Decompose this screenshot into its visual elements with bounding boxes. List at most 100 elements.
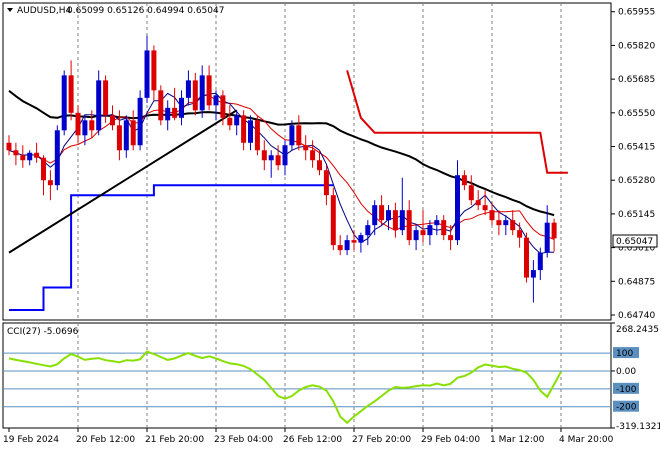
- candle: [116, 110, 122, 161]
- chart-menu-triangle-icon[interactable]: [7, 8, 13, 12]
- candle-body: [172, 107, 178, 118]
- candle-body: [151, 50, 157, 91]
- candle: [379, 195, 385, 226]
- candle-body: [372, 205, 378, 226]
- candle: [227, 105, 233, 131]
- time-axis: 19 Feb 2024 20 Feb 12:00 21 Feb 20:00 23 Fe…: [3, 428, 614, 445]
- ohlc-readout: 0.65099 0.65126 0.64994 0.65047: [67, 6, 224, 16]
- candle-body: [199, 75, 205, 111]
- candle-body: [165, 107, 171, 121]
- candle: [323, 165, 329, 206]
- candle-body: [537, 252, 543, 271]
- price-panel-frame: [2, 2, 612, 321]
- candle: [192, 72, 198, 116]
- candle: [103, 75, 109, 123]
- candle: [351, 230, 357, 251]
- candle-body: [482, 205, 488, 211]
- cci-tick-label: 0.00: [616, 367, 636, 377]
- candle-body: [441, 220, 447, 236]
- candle: [248, 115, 253, 151]
- candle-body: [296, 125, 302, 146]
- candle-body: [41, 157, 46, 181]
- candle: [427, 220, 433, 246]
- candle: [413, 225, 419, 251]
- candle: [144, 35, 150, 103]
- cci-level-lines: [3, 323, 611, 428]
- candle: [96, 70, 102, 136]
- candle-body: [475, 200, 481, 206]
- candle-body: [75, 112, 81, 136]
- candle: [510, 210, 516, 236]
- candle: [151, 45, 157, 101]
- price-tick-label: 0.64875: [618, 277, 655, 287]
- time-tick-label: 27 Feb 20:00: [352, 435, 411, 445]
- candle-body: [234, 115, 240, 126]
- cci-series: [8, 350, 562, 425]
- price-tick-label: 0.65955: [618, 8, 655, 18]
- support-stop-line: [9, 184, 334, 312]
- trendline: [8, 109, 238, 254]
- candle: [489, 202, 495, 226]
- price-tick-label: 0.65685: [618, 75, 655, 85]
- candle: [68, 60, 74, 121]
- candle: [6, 135, 12, 156]
- candle: [130, 110, 136, 151]
- candle-body: [220, 95, 226, 118]
- candle-body: [20, 155, 26, 161]
- candle: [310, 140, 316, 168]
- time-tick-label: 19 Feb 2024: [3, 435, 59, 445]
- candle-body: [455, 175, 460, 241]
- cci-level-badge: [613, 382, 639, 394]
- candle-body: [206, 75, 212, 106]
- resistance-stop-line: [346, 70, 568, 174]
- candle: [282, 140, 288, 176]
- candle-body: [268, 155, 274, 161]
- candle: [27, 150, 33, 166]
- cci-tick-label: -100: [616, 385, 637, 395]
- candle: [468, 175, 474, 206]
- candle: [337, 235, 343, 256]
- candle: [41, 155, 46, 196]
- time-tick-label: 26 Feb 12:00: [283, 435, 342, 445]
- candle: [344, 235, 350, 256]
- candle-body: [54, 130, 60, 186]
- cci-panel-frame: [2, 322, 612, 429]
- candle: [241, 110, 247, 151]
- candle-body: [96, 80, 102, 131]
- candle: [54, 125, 60, 191]
- candle-body: [282, 145, 288, 166]
- candle: [185, 70, 191, 106]
- candle: [165, 100, 171, 131]
- candle: [213, 90, 219, 121]
- candle: [296, 115, 302, 151]
- candle-body: [227, 117, 233, 126]
- candle-body: [461, 175, 467, 186]
- candle: [75, 105, 81, 143]
- candle-body: [496, 220, 502, 226]
- candle-body: [13, 150, 19, 156]
- price-tick-label: 0.65550: [618, 109, 655, 119]
- candle-body: [379, 205, 385, 221]
- cci-level-badge: [613, 347, 639, 359]
- candle-body: [89, 120, 95, 131]
- candle: [172, 87, 178, 121]
- candle-body: [137, 97, 143, 146]
- candle-body: [192, 80, 198, 111]
- cci-axis: 268.2435 100 0.00 -100 -200 -319.1321: [611, 322, 660, 432]
- candle: [89, 110, 95, 138]
- candle-body: [351, 240, 357, 243]
- candle: [137, 90, 143, 151]
- candle-body: [158, 90, 164, 121]
- candle: [434, 215, 440, 236]
- candle-body: [261, 150, 267, 161]
- price-tick-label: 0.65280: [618, 176, 655, 186]
- candle-body: [344, 240, 350, 251]
- candle: [399, 177, 405, 236]
- candle-body: [434, 220, 440, 226]
- candle: [358, 232, 364, 253]
- candle-body: [517, 230, 523, 238]
- symbol-timeframe-label: AUDUSD,H4: [17, 6, 72, 16]
- price-tick-label: 0.64740: [618, 311, 655, 321]
- candle: [461, 170, 467, 191]
- candle: [544, 205, 550, 258]
